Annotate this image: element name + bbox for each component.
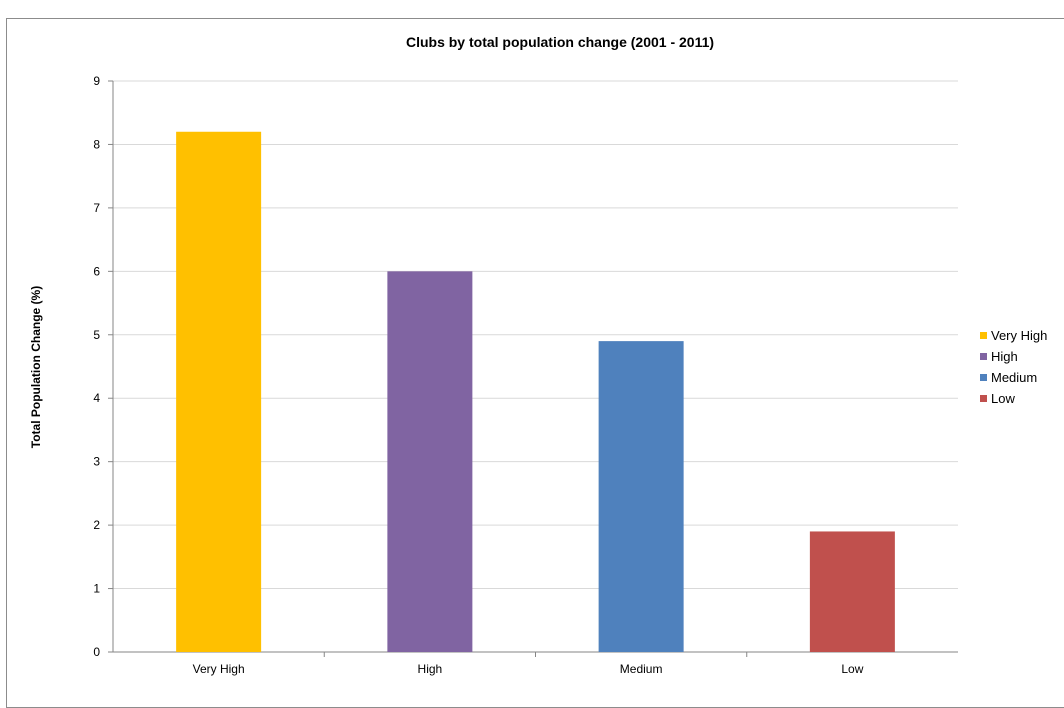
legend-swatch — [980, 395, 987, 402]
legend-label: Medium — [991, 370, 1037, 385]
legend-swatch — [980, 353, 987, 360]
y-tick-label: 5 — [93, 328, 100, 342]
x-tick-label: Very High — [193, 662, 245, 676]
y-tick-label: 0 — [93, 645, 100, 659]
y-tick-label: 8 — [93, 137, 100, 151]
y-tick-label: 6 — [93, 264, 100, 278]
legend-label: High — [991, 349, 1018, 364]
y-tick-labels: 0 1 2 3 4 5 6 7 8 9 — [93, 74, 100, 659]
y-tick-label: 7 — [93, 201, 100, 215]
y-tick-label: 3 — [93, 455, 100, 469]
y-tick-label: 9 — [93, 74, 100, 88]
x-tick-label: Medium — [620, 662, 663, 676]
x-tick-label: High — [418, 662, 443, 676]
y-axis-label: Total Population Change (%) — [29, 286, 43, 448]
y-tick-label: 1 — [93, 582, 100, 596]
legend-label: Very High — [991, 328, 1047, 343]
bar-low — [809, 531, 895, 652]
legend: Very High High Medium Low — [980, 328, 1047, 406]
bar-very-high — [176, 131, 262, 652]
x-tick-label: Low — [841, 662, 863, 676]
bar-medium — [598, 341, 684, 652]
legend-label: Low — [991, 391, 1015, 406]
y-tick-label: 2 — [93, 518, 100, 532]
y-tick-label: 4 — [93, 391, 100, 405]
bar-high — [387, 271, 473, 652]
chart-title: Clubs by total population change (2001 -… — [406, 34, 714, 50]
legend-swatch — [980, 374, 987, 381]
legend-swatch — [980, 332, 987, 339]
bars — [176, 131, 895, 652]
x-tick-labels: Very High High Medium Low — [193, 652, 864, 676]
